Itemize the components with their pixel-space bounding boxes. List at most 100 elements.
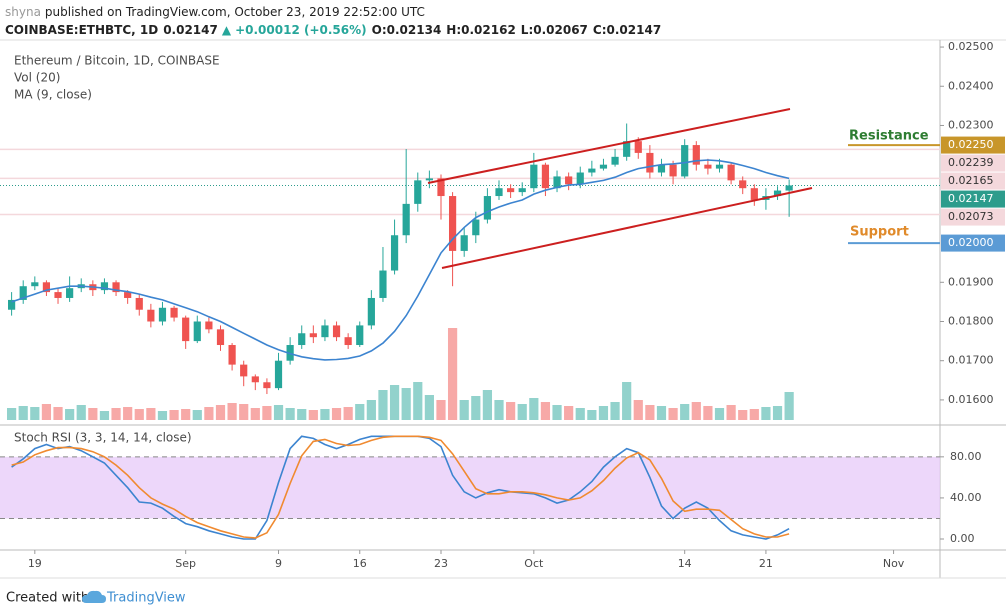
candle-body [100,282,109,291]
volume-bar [262,406,272,420]
volume-bar [65,409,75,420]
candle-body [669,164,677,177]
candle-body [205,321,213,330]
candle-body [66,288,74,298]
candle-body [332,325,341,338]
price-label-bg [941,208,1005,226]
volume-bar [30,407,40,420]
volume-bar [320,409,330,420]
x-tick-label: 23 [434,557,448,570]
candle-body [321,325,329,338]
volume-bar [99,411,110,420]
volume-bar [239,404,249,420]
volume-bar [192,410,202,420]
y-tick-label: 0.01900 [948,275,994,288]
volume-bar [250,408,260,420]
candle-body [135,297,143,310]
candle-body [240,364,248,377]
y-tick-label: 0.01800 [948,314,994,327]
volume-bar [529,398,539,420]
candle-body [437,178,445,197]
volume-bar [482,390,493,420]
candle-body [251,376,259,383]
candle-body [681,145,689,177]
candle-body [448,196,457,251]
candle-body [588,168,596,173]
volume-bar [633,400,643,420]
candle-body [530,164,538,189]
candle-body [124,292,132,298]
axes: 19 Sep 9 16 23 Oct 14 21 Nov 0.02500 0.02400 0.0230… [28,40,1005,570]
candle-body [182,317,190,342]
channel-upper [427,108,791,184]
support-label: Support [850,225,909,240]
footer-created: Created with [6,591,89,606]
x-tick-label: 21 [759,557,773,570]
candle-body [646,152,654,173]
stoch-band [0,456,940,519]
candle-body [541,164,550,189]
x-tick-label: 19 [28,557,42,570]
ma-line [11,159,790,361]
candle-body [727,164,735,181]
chart-title: Ethereum / Bitcoin, 1D, COINBASE [14,54,220,68]
volume-bar [134,409,144,420]
volume-pane [7,328,794,420]
volume-bar [587,410,597,420]
published: published on TradingView.com, October 23… [45,5,425,19]
candle-body [739,180,747,189]
publish-line: shyna published on TradingView.com, Octob… [5,5,425,19]
volume-bar [413,382,423,420]
volume-bar [564,406,574,420]
stoch-title: Stoch RSI (3, 3, 14, 14, close) [14,431,192,445]
x-tick-label: Oct [524,557,544,570]
candle-body [553,176,561,189]
channel-lower [441,187,813,269]
candle-body [8,299,16,310]
candle-body [228,345,236,365]
candle-body [31,282,39,287]
candle-body [425,178,433,181]
volume-bar [691,402,701,420]
price-pane [8,123,793,395]
volume-bar [668,408,678,420]
volume-bar [215,405,226,420]
candle-body [379,270,387,298]
candle-body [472,219,480,236]
candle-body [657,164,666,173]
volume-bar [517,404,527,420]
candle-body [576,172,584,185]
volume-bar [273,405,284,420]
price-label: 0.02000 [948,236,994,249]
volume-bar [169,410,179,420]
volume-bar [157,411,168,420]
x-tick-label: Sep [175,557,196,570]
volume-bar [656,406,667,420]
volume-bar [331,408,342,420]
volume-bar [146,408,156,420]
candle-body [42,282,51,293]
price-label-bg [941,154,1005,172]
volume-bar [459,400,469,420]
candle-body [170,307,178,318]
volume-title: Vol (20) [14,71,60,85]
candle-body [634,141,642,153]
candle-body [692,145,700,165]
price-label: 0.02239 [948,156,994,169]
change: +0.00012 (+0.56%) [235,23,367,37]
price-label-bg [941,172,1005,190]
candle-body [158,307,167,322]
candle-body [483,196,492,220]
volume-bar [204,407,214,420]
open: O:0.02134 [372,23,442,37]
volume-bar [714,408,725,420]
x-tick-label: 16 [353,557,367,570]
volume-bar [297,409,307,420]
candle-body [495,188,503,197]
volume-bar [366,400,376,420]
candle-body [402,203,410,236]
volume-bar [738,410,748,420]
candle-body [367,297,375,326]
volume-bar [378,390,388,420]
